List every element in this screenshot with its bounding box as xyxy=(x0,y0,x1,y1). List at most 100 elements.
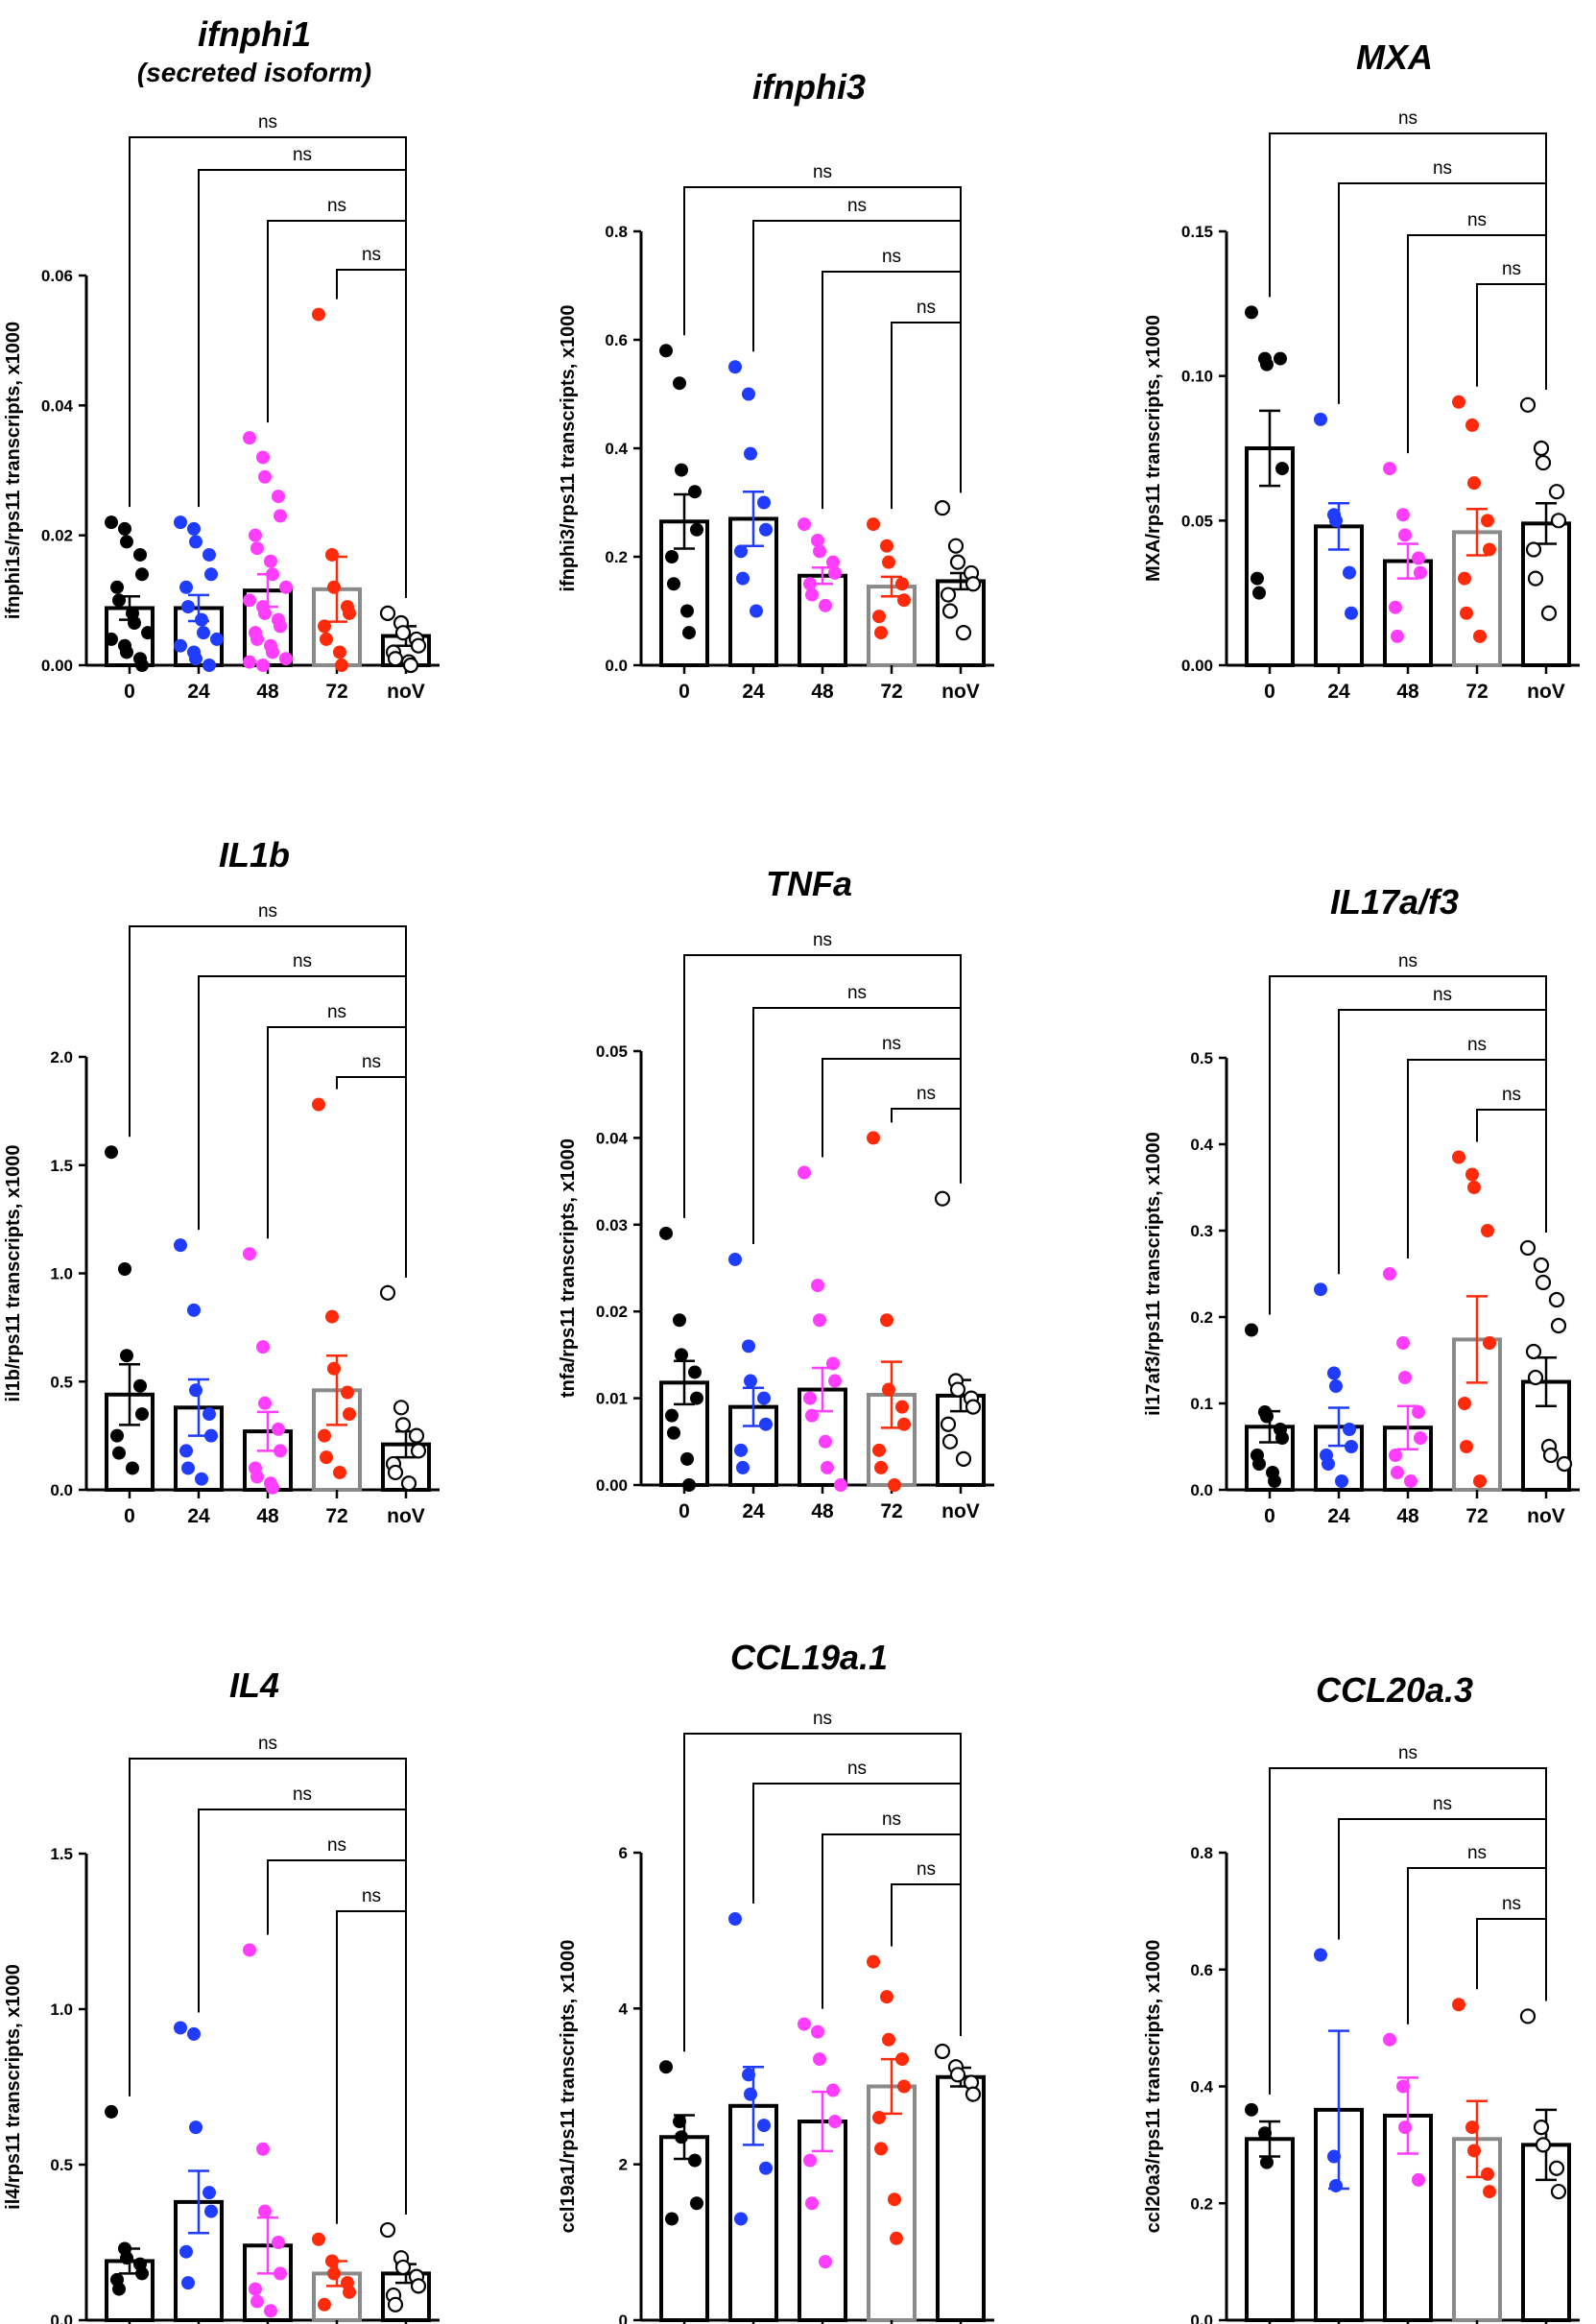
data-point xyxy=(189,535,202,549)
data-point xyxy=(934,500,951,516)
y-tick-label: 0.5 xyxy=(50,1373,73,1391)
data-point xyxy=(272,490,285,504)
data-point xyxy=(279,580,293,594)
data-point xyxy=(1452,395,1465,409)
data-point xyxy=(256,1340,270,1354)
y-tick-label: 0.05 xyxy=(1181,512,1213,530)
data-point xyxy=(387,651,404,667)
y-tick-label: 0.00 xyxy=(41,657,73,675)
data-point xyxy=(1329,1379,1343,1393)
y-tick-label: 0.5 xyxy=(1190,1049,1213,1067)
y-tick-label: 0.0 xyxy=(1190,2312,1213,2324)
data-point xyxy=(1396,1336,1410,1350)
significance-label: ns xyxy=(917,298,936,318)
data-point xyxy=(1329,514,1343,528)
significance-label: ns xyxy=(327,196,346,216)
data-point xyxy=(798,517,811,532)
y-axis-label: tnfa/rps11 transcripts, x1000 xyxy=(558,1138,579,1398)
data-point xyxy=(256,659,270,672)
data-point xyxy=(941,603,959,619)
y-tick-label: 0.10 xyxy=(1181,368,1213,386)
data-point xyxy=(1314,1948,1327,1962)
data-point xyxy=(250,2294,264,2309)
significance-label: ns xyxy=(813,1709,832,1729)
data-point xyxy=(135,567,149,582)
data-point xyxy=(325,547,339,562)
data-point xyxy=(189,2120,202,2135)
x-tick-label: 48 xyxy=(256,681,279,703)
data-point xyxy=(759,522,773,537)
data-point xyxy=(744,2087,757,2101)
chart-title: IL1b xyxy=(219,835,290,874)
data-point xyxy=(673,2115,686,2129)
data-point xyxy=(258,2204,272,2218)
data-point xyxy=(1260,1409,1274,1424)
data-point xyxy=(667,1426,680,1440)
data-point xyxy=(965,576,982,592)
x-tick-label: 24 xyxy=(187,1505,210,1527)
data-point xyxy=(1533,2120,1550,2136)
data-point xyxy=(1458,571,1471,586)
data-point xyxy=(126,1461,139,1475)
data-point xyxy=(394,625,412,641)
data-point xyxy=(897,593,911,608)
y-axis-label: il17af3/rps11 transcripts, x1000 xyxy=(1143,1132,1164,1416)
data-point xyxy=(728,360,742,374)
data-point xyxy=(688,2153,702,2168)
x-tick-label: noV xyxy=(941,1500,980,1522)
significance-bracket xyxy=(1338,182,1547,404)
panel-6: IL17a/f3 0.0 0.1 0.2 0.3 0.4 0.5 il17af3/rps11 … xyxy=(1143,882,1580,1527)
data-point xyxy=(1525,541,1542,558)
significance-bracket xyxy=(336,269,407,598)
data-point xyxy=(1335,1474,1348,1488)
data-point xyxy=(665,550,679,563)
data-point xyxy=(1258,2126,1272,2141)
y-tick-label: 2 xyxy=(619,2156,628,2174)
x-tick-label: 72 xyxy=(1465,681,1488,703)
panel-8: CCL19a.1 0 2 4 6 ccl19a1/rps11 transcripts, x… xyxy=(558,1638,994,2324)
data-point xyxy=(940,1416,957,1432)
y-tick-label: 6 xyxy=(619,1844,628,1862)
data-point xyxy=(1383,1267,1396,1281)
data-point xyxy=(1535,454,1552,471)
y-tick-label: 0.0 xyxy=(50,1481,73,1499)
data-point xyxy=(728,1911,742,1926)
data-point xyxy=(266,645,279,659)
data-point xyxy=(135,2266,149,2281)
x-tick-label: 0 xyxy=(679,1500,690,1522)
data-point xyxy=(1412,2172,1425,2187)
x-tick-label: 0 xyxy=(1264,1505,1275,1527)
y-tick-label: 0.4 xyxy=(605,440,628,458)
data-point xyxy=(736,571,750,586)
data-point xyxy=(955,624,972,641)
data-point xyxy=(688,1365,702,1379)
data-point xyxy=(947,538,965,554)
data-point xyxy=(675,2130,688,2144)
data-point xyxy=(826,555,840,569)
x-tick-label: 0 xyxy=(124,681,135,703)
x-tick-label: 48 xyxy=(811,681,834,703)
data-point xyxy=(872,610,886,624)
data-point xyxy=(805,2196,819,2211)
x-tick-label: 24 xyxy=(1327,1505,1350,1527)
data-point xyxy=(734,544,748,559)
data-point xyxy=(882,1382,895,1397)
data-point xyxy=(690,1391,703,1405)
data-point xyxy=(872,1443,886,1457)
bar-0 xyxy=(659,2135,709,2322)
data-point xyxy=(243,431,256,445)
data-point xyxy=(1548,1291,1565,1308)
data-point xyxy=(1398,528,1412,542)
data-point xyxy=(798,1165,811,1180)
data-point xyxy=(187,521,201,536)
data-point xyxy=(1465,1167,1479,1182)
y-tick-label: 0.4 xyxy=(1190,2078,1213,2096)
data-point xyxy=(813,2052,826,2067)
data-point xyxy=(667,577,680,591)
data-point xyxy=(682,1478,696,1492)
panel-1: ifnphi1 (secreted isoform) 0.00 0.02 0.04 0.0… xyxy=(3,14,440,703)
data-point xyxy=(394,2259,412,2276)
data-point xyxy=(204,2204,218,2218)
data-point xyxy=(1483,542,1496,557)
data-point xyxy=(341,1385,354,1400)
